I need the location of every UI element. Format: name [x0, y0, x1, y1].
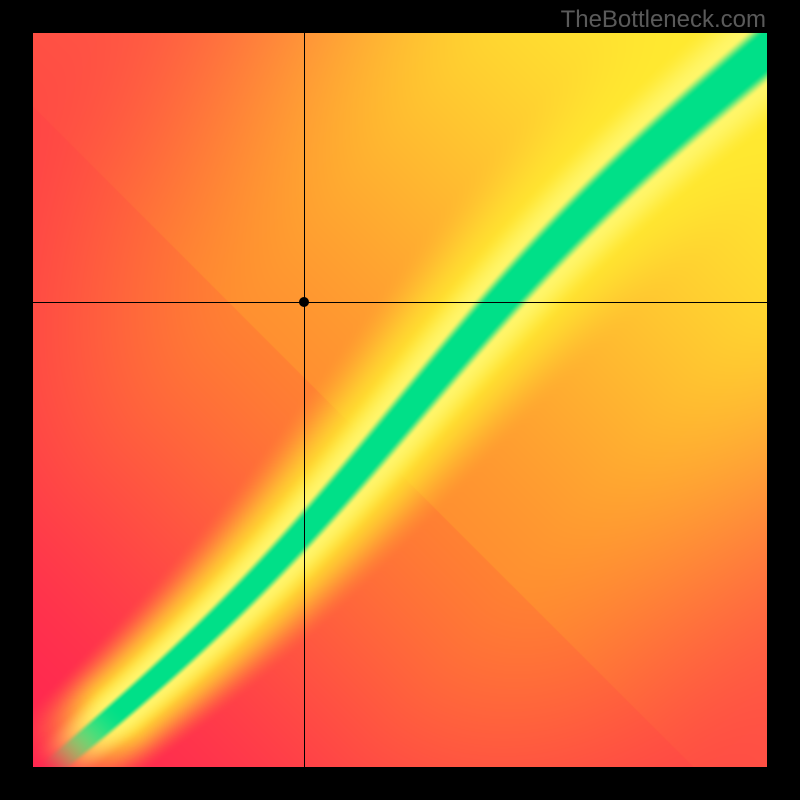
- heatmap-plot-area: [33, 33, 767, 767]
- chart-container: TheBottleneck.com: [0, 0, 800, 800]
- data-point-marker: [299, 297, 309, 307]
- watermark-text: TheBottleneck.com: [561, 6, 766, 34]
- crosshair-horizontal: [33, 302, 767, 303]
- heatmap-canvas: [33, 33, 767, 767]
- crosshair-vertical: [304, 33, 305, 767]
